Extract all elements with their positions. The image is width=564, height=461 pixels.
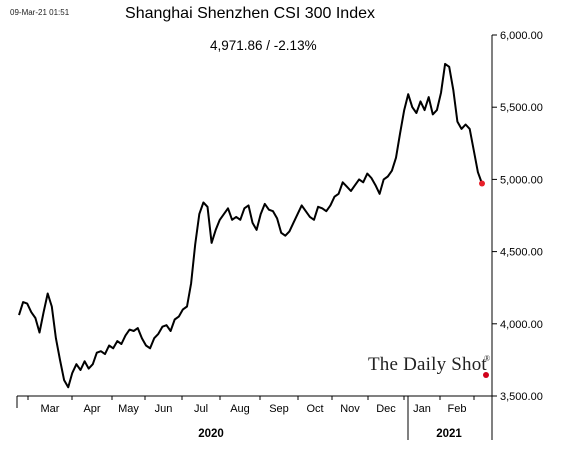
x-tick-label: Feb — [448, 403, 467, 415]
x-year-label: 2021 — [436, 428, 462, 440]
y-tick-label: 4,000.00 — [500, 319, 543, 331]
x-tick-label: Apr — [83, 403, 100, 415]
series-line — [18, 62, 483, 389]
last-value-point — [479, 180, 485, 187]
x-tick-label: Aug — [230, 403, 250, 415]
y-tick-label: 4,500.00 — [500, 247, 543, 259]
brand-registered-mark: ® — [484, 354, 491, 363]
timestamp: 09-Mar-21 01:51 — [10, 8, 70, 17]
chart-summary: 4,971.86 / -2.13% — [210, 38, 317, 53]
brand-dot-icon — [483, 372, 489, 378]
x-tick-label: Jan — [413, 403, 431, 415]
x-tick-label: Mar — [41, 403, 60, 415]
x-tick-label: Jul — [194, 403, 208, 415]
brand-logo: The Daily Shot — [368, 354, 487, 375]
x-tick-label: May — [118, 403, 139, 415]
x-tick-label: Sep — [269, 403, 289, 415]
y-tick-label: 3,500.00 — [500, 391, 543, 403]
x-tick-label: Nov — [340, 403, 360, 415]
x-year-label: 2020 — [198, 428, 224, 440]
y-tick-label: 5,000.00 — [500, 174, 543, 186]
x-tick-label: Oct — [306, 403, 323, 415]
x-tick-label: Jun — [155, 403, 173, 415]
y-tick-label: 6,000.00 — [500, 30, 543, 42]
y-tick-label: 5,500.00 — [500, 102, 543, 114]
chart-title: Shanghai Shenzhen CSI 300 Index — [125, 5, 375, 22]
x-tick-label: Dec — [376, 403, 396, 415]
